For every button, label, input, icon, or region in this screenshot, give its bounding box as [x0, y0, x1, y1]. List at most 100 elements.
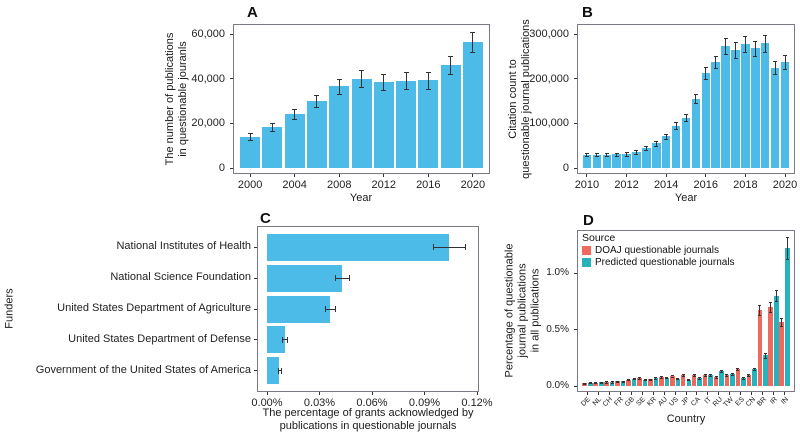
axis-tick	[665, 174, 667, 177]
panel-d-x-axis-title: Country	[666, 413, 706, 425]
bar	[713, 376, 719, 386]
axis-tick	[254, 277, 257, 279]
bar	[659, 376, 664, 386]
axis-tick	[338, 174, 340, 177]
y-tick-label: 1.0%	[546, 267, 569, 278]
panel-a-y-axis-title: The number of publications in questionab…	[164, 19, 190, 179]
axis-tick	[254, 308, 257, 310]
y-tick-label: 0	[562, 162, 569, 174]
axis-tick	[266, 392, 268, 395]
error-bar-cap	[654, 378, 658, 380]
panel-a-y-axis-title-line1: The number of publications	[164, 32, 176, 166]
axis-tick	[707, 392, 709, 395]
error-bar-cap	[725, 375, 729, 377]
error-bar-cap	[637, 377, 641, 379]
error-bar-cap	[643, 379, 647, 381]
bar	[735, 369, 741, 386]
bar	[701, 72, 711, 168]
legend-entry-doaj-label: DOAJ questionable journals	[595, 245, 719, 256]
error-bar-cap	[758, 315, 762, 317]
axis-tick	[744, 174, 746, 177]
bar	[440, 65, 461, 168]
axis-tick	[427, 174, 429, 177]
error-bar	[277, 370, 281, 372]
error-bar-cap	[425, 88, 431, 90]
error-bar-cap	[599, 381, 603, 383]
error-bar-cap	[614, 156, 619, 158]
y-tick-label: 0	[218, 162, 225, 174]
error-bar-cap	[769, 301, 773, 303]
error-bar-cap	[287, 336, 289, 343]
axis-tick	[230, 33, 233, 35]
y-tick-label: 0.5%	[546, 323, 569, 335]
error-bar-cap	[665, 376, 669, 378]
y-tick-label: National Science Foundation	[110, 271, 251, 284]
error-bar-cap	[588, 382, 592, 384]
x-tick-label: 2016	[416, 179, 441, 191]
error-bar-cap	[604, 156, 609, 158]
error-bar-cap	[648, 379, 652, 381]
axis-tick	[254, 339, 257, 341]
error-bar-cap	[281, 336, 283, 343]
error-bar	[675, 122, 677, 129]
error-bar-cap	[742, 378, 746, 380]
error-bar-cap	[659, 377, 663, 379]
bar	[760, 43, 770, 168]
error-bar-cap	[752, 367, 756, 369]
error-bar-cap	[785, 259, 789, 261]
error-bar-cap	[674, 122, 679, 124]
error-bar	[586, 152, 588, 157]
error-bar-cap	[693, 103, 698, 105]
bar	[267, 264, 343, 292]
error-bar-cap	[720, 372, 724, 374]
y-tick-label: Government of the United States of Ameri…	[35, 363, 251, 376]
y-tick-label: 60,000	[191, 28, 225, 40]
bar	[306, 101, 327, 168]
error-bar-cap	[670, 376, 674, 378]
bar	[746, 374, 752, 386]
bar	[671, 125, 681, 168]
error-bar-cap	[747, 375, 751, 377]
error-bar-cap	[632, 377, 636, 379]
error-bar-cap	[403, 89, 409, 91]
bar	[418, 80, 439, 168]
error-bar-cap	[773, 60, 778, 62]
error-bar-cap	[594, 156, 599, 158]
error-bar-cap	[381, 90, 387, 92]
bar	[462, 41, 483, 168]
error-bar	[754, 40, 756, 56]
axis-tick	[319, 392, 320, 395]
axis-tick	[773, 392, 775, 395]
error-bar-cap	[769, 311, 773, 313]
legend-swatch-doaj-icon	[582, 246, 591, 255]
y-tick-label: United States Department of Defense	[68, 332, 251, 345]
error-bar-cap	[714, 377, 718, 379]
x-tick-label: 2016	[693, 179, 719, 191]
error-bar	[774, 60, 776, 75]
bar	[780, 61, 790, 168]
error-bar-cap	[621, 382, 625, 384]
error-bar-cap	[614, 152, 619, 154]
error-bar-cap	[752, 370, 756, 372]
axis-tick	[674, 392, 676, 395]
error-bar-cap	[292, 109, 298, 111]
error-bar	[721, 370, 723, 373]
error-bar-cap	[753, 40, 758, 42]
axis-tick	[705, 174, 707, 177]
error-bar-cap	[676, 377, 680, 379]
error-bar-cap	[780, 317, 784, 319]
error-bar-cap	[684, 121, 688, 123]
error-bar-cap	[692, 375, 696, 377]
error-bar	[433, 246, 465, 248]
axis-tick	[784, 174, 786, 177]
error-bar-cap	[616, 382, 620, 384]
bar	[741, 44, 750, 168]
bar	[731, 50, 740, 168]
y-tick-label: 100,000	[529, 117, 569, 130]
error-bar-cap	[583, 383, 587, 385]
error-bar	[655, 140, 657, 146]
error-bar	[732, 372, 734, 375]
bar	[615, 381, 620, 386]
error-bar-cap	[674, 128, 679, 130]
error-bar-cap	[703, 78, 708, 80]
